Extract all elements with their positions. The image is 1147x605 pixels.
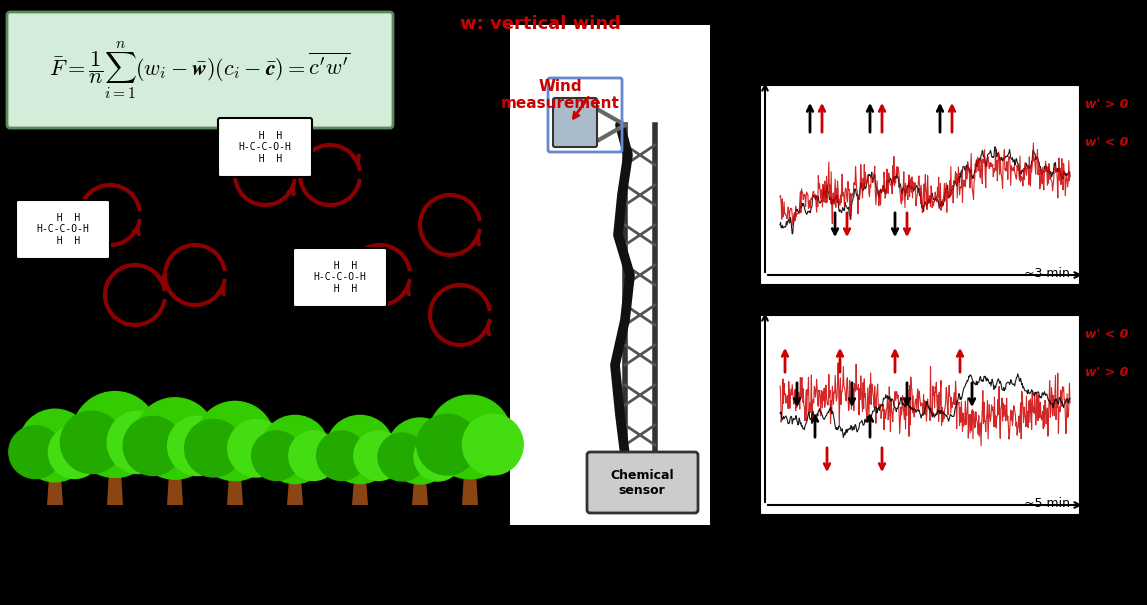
FancyBboxPatch shape xyxy=(292,248,387,307)
Circle shape xyxy=(428,395,512,479)
Circle shape xyxy=(353,431,404,480)
Circle shape xyxy=(387,418,453,484)
Text: w' > 0: w' > 0 xyxy=(1085,367,1129,379)
Text: w' < 0: w' < 0 xyxy=(1085,137,1129,149)
Bar xyxy=(760,85,1080,285)
Text: Wind
measurement: Wind measurement xyxy=(500,79,619,111)
FancyBboxPatch shape xyxy=(587,452,699,513)
Circle shape xyxy=(185,419,242,477)
Text: w: vertical wind: w: vertical wind xyxy=(460,15,621,33)
FancyBboxPatch shape xyxy=(553,98,596,147)
FancyBboxPatch shape xyxy=(218,118,312,177)
Circle shape xyxy=(251,431,302,480)
Text: c': c' xyxy=(1085,385,1097,397)
Text: H  H
H-C-C-O-H
  H  H: H H H-C-C-O-H H H xyxy=(37,213,89,246)
Circle shape xyxy=(260,416,329,483)
Text: H  H
H-C-C-O-H
  H  H: H H H-C-C-O-H H H xyxy=(313,261,366,294)
Polygon shape xyxy=(352,465,368,505)
Text: H  H
H-C-C-O-H
  H  H: H H H-C-C-O-H H H xyxy=(239,131,291,164)
FancyBboxPatch shape xyxy=(16,200,110,259)
Text: ~3 min: ~3 min xyxy=(1024,267,1070,280)
Polygon shape xyxy=(462,456,478,505)
Circle shape xyxy=(228,419,286,477)
Polygon shape xyxy=(287,465,303,505)
Circle shape xyxy=(167,416,227,476)
Text: w' < 0: w' < 0 xyxy=(1085,329,1129,341)
Polygon shape xyxy=(47,462,63,505)
Circle shape xyxy=(414,433,462,481)
Polygon shape xyxy=(167,457,184,505)
Circle shape xyxy=(61,411,123,474)
Circle shape xyxy=(379,433,426,481)
FancyBboxPatch shape xyxy=(7,12,393,128)
Circle shape xyxy=(9,426,62,479)
Circle shape xyxy=(134,398,216,479)
Circle shape xyxy=(48,426,101,479)
Circle shape xyxy=(72,391,158,477)
Text: ~5 min: ~5 min xyxy=(1024,497,1070,510)
Circle shape xyxy=(317,431,366,480)
Polygon shape xyxy=(227,459,243,505)
Polygon shape xyxy=(107,454,123,505)
Text: c': c' xyxy=(1085,347,1097,359)
Text: $\bar{F}=\dfrac{1}{n}\sum_{i=1}^{n}(\boldsymbol{w_i}-\bar{\boldsymbol{w}})(\bold: $\bar{F}=\dfrac{1}{n}\sum_{i=1}^{n}(\bol… xyxy=(49,39,351,101)
Bar xyxy=(510,25,710,525)
Circle shape xyxy=(462,414,523,475)
Circle shape xyxy=(416,414,477,475)
Text: w' > 0: w' > 0 xyxy=(1085,99,1129,111)
Text: c' >: c' > xyxy=(1085,117,1111,129)
Circle shape xyxy=(107,411,170,474)
Circle shape xyxy=(289,431,338,480)
Text: c' <: c' < xyxy=(1085,154,1111,168)
Circle shape xyxy=(123,416,182,476)
Polygon shape xyxy=(412,466,428,505)
Circle shape xyxy=(18,409,92,482)
Circle shape xyxy=(195,401,274,480)
Text: Chemical
sensor: Chemical sensor xyxy=(610,469,673,497)
Circle shape xyxy=(326,416,395,483)
Bar xyxy=(760,315,1080,515)
